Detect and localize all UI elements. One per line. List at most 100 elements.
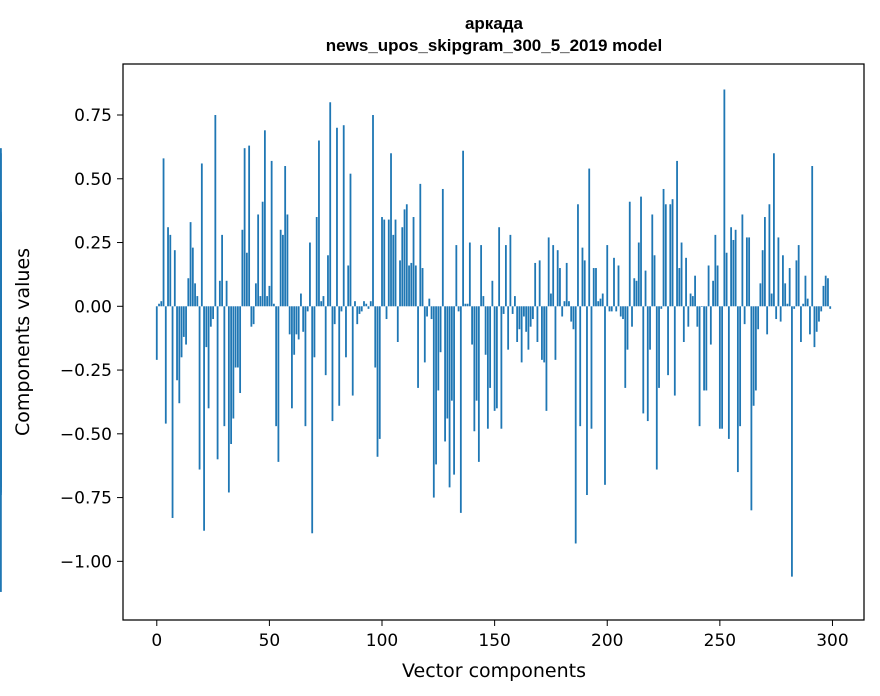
bar (718, 306, 721, 429)
bar (392, 234, 395, 307)
bar (462, 150, 464, 307)
bar (667, 306, 669, 376)
bar (804, 275, 807, 307)
bar (200, 163, 203, 307)
bar (800, 306, 802, 342)
bar (266, 296, 269, 307)
bar (376, 306, 379, 457)
bar (282, 234, 284, 307)
bar (180, 306, 183, 358)
bar (428, 298, 431, 307)
bar (480, 245, 483, 307)
bar (685, 257, 687, 307)
bar (475, 306, 478, 401)
bar (351, 306, 354, 396)
bar (568, 301, 570, 307)
bar (164, 306, 167, 424)
bar (745, 237, 748, 307)
bar (169, 234, 172, 307)
bar (345, 306, 347, 358)
x-axis-label: Vector components (402, 660, 586, 682)
bar (448, 306, 451, 488)
bar (437, 306, 440, 391)
bar (468, 242, 471, 307)
bar (338, 306, 341, 406)
chart-subtitle: news_upos_skipgram_300_5_2019 model (326, 36, 662, 55)
bar (541, 306, 543, 360)
bar (791, 306, 793, 577)
bar (676, 160, 678, 307)
bar (243, 148, 246, 307)
bar (775, 306, 778, 320)
bar (383, 219, 386, 307)
bar (221, 234, 223, 307)
bar (223, 306, 226, 427)
bar (198, 306, 201, 470)
bar (795, 260, 798, 307)
bar (671, 199, 674, 307)
bar (754, 306, 757, 391)
bar (691, 296, 694, 307)
bar (622, 306, 624, 320)
bar (673, 306, 676, 396)
x-tick-label: 0 (151, 631, 162, 651)
bar (773, 153, 775, 307)
bar (640, 196, 642, 307)
bar (592, 268, 595, 307)
bar (507, 306, 510, 350)
bar (333, 306, 336, 325)
bar (239, 306, 242, 394)
bar (245, 252, 248, 307)
bar (788, 268, 791, 307)
bar (725, 252, 728, 307)
bar (254, 283, 257, 307)
bar (559, 268, 561, 307)
bar (340, 306, 343, 312)
bar (158, 303, 160, 307)
bar (171, 306, 174, 518)
bar (207, 306, 210, 409)
bar (441, 188, 444, 307)
bar (689, 293, 692, 307)
bar (550, 293, 552, 307)
x-tick-label: 50 (259, 631, 281, 651)
bar (176, 306, 178, 381)
bar (759, 283, 762, 307)
bar (363, 301, 365, 307)
bar (486, 306, 489, 429)
bar (574, 306, 577, 544)
bar (615, 306, 618, 312)
y-axis-label: Components values (12, 248, 34, 436)
bar (655, 306, 658, 470)
bar (218, 280, 221, 307)
bar (329, 102, 332, 307)
bar (527, 306, 530, 350)
bar (349, 173, 352, 307)
bar (205, 306, 208, 348)
bar (263, 130, 266, 307)
bar (315, 217, 318, 307)
bar (482, 296, 485, 307)
bar (394, 219, 397, 307)
bar (552, 245, 555, 307)
bar (248, 145, 251, 307)
bar (331, 306, 334, 422)
bar (318, 140, 320, 307)
bar (491, 280, 494, 307)
bar (439, 306, 442, 353)
bar (768, 204, 771, 307)
bar (484, 306, 487, 355)
bar (822, 285, 825, 307)
bar (502, 306, 505, 314)
bar (162, 158, 165, 307)
bar (252, 306, 255, 325)
bar (250, 306, 253, 327)
bar (786, 303, 789, 307)
bar (653, 255, 656, 307)
bar (372, 115, 374, 307)
bar (590, 306, 593, 429)
bar (793, 306, 796, 309)
bar (209, 306, 212, 327)
bar (306, 306, 309, 312)
x-tick-label: 200 (591, 631, 623, 651)
